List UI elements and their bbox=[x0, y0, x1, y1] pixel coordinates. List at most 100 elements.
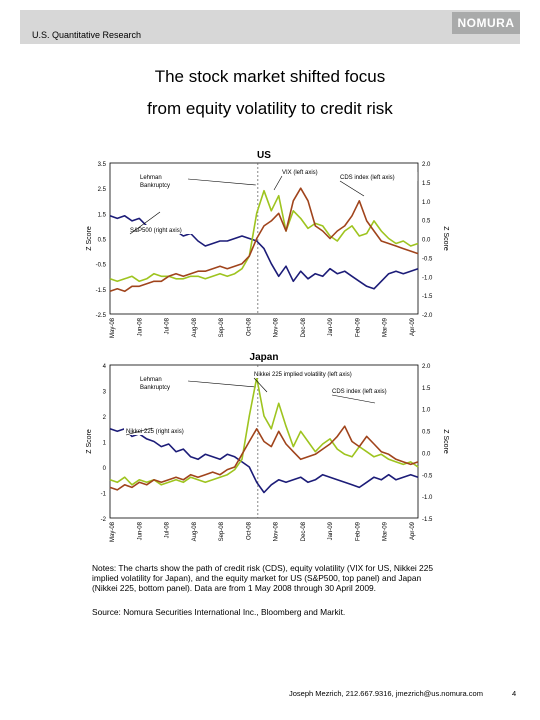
series-annotation: VIX (left axis) bbox=[282, 170, 318, 176]
series-line bbox=[109, 189, 419, 283]
x-tick-label: Aug-08 bbox=[192, 317, 198, 337]
annotation-bg bbox=[330, 386, 410, 395]
annotation-pointer bbox=[339, 180, 365, 197]
x-tick-label: Mar-09 bbox=[383, 317, 389, 337]
event-label: Lehman Bankruptcy bbox=[140, 377, 170, 391]
annotation-pointer bbox=[129, 211, 161, 235]
x-tick-label: Feb-09 bbox=[355, 317, 361, 337]
y-tick-label: -1 bbox=[101, 492, 107, 498]
logo-text: NOMURA bbox=[457, 16, 515, 30]
series-annotation: CDS index (left axis) bbox=[332, 389, 387, 395]
y-tick-label: 3 bbox=[103, 390, 107, 396]
y-right-tick-label: 1.0 bbox=[422, 200, 431, 206]
x-tick-label: Oct-08 bbox=[246, 317, 252, 336]
y-tick-label: 2.5 bbox=[98, 187, 107, 193]
event-label-line: Bankruptcy bbox=[140, 385, 170, 391]
x-tick-label: Dec-08 bbox=[301, 317, 307, 337]
y-right-tick-label: 2.0 bbox=[422, 364, 431, 370]
x-tick-label: Jan-09 bbox=[328, 521, 334, 540]
y-right-tick-label: -2.0 bbox=[422, 313, 433, 319]
series-line bbox=[109, 376, 419, 486]
series-annotation: Nikkei 225 implied volatility (left axis… bbox=[254, 372, 352, 378]
y-tick-label: 3.5 bbox=[98, 162, 107, 168]
y-right-tick-label: 0.5 bbox=[422, 430, 431, 436]
y-tick-label: 0.5 bbox=[98, 238, 107, 244]
x-tick-label: Jul-08 bbox=[165, 317, 171, 334]
y-right-tick-label: 0.0 bbox=[422, 238, 431, 244]
series-line bbox=[109, 425, 419, 491]
header-bar bbox=[20, 10, 520, 44]
page-title-line1: The stock market shifted focus bbox=[154, 67, 386, 86]
japan-chart: Japan 4 3 2 1 0 -1 -2 2.0 1.5 1.0 0.5 0.0 -0.5 -1.0 -1.… bbox=[86, 352, 449, 542]
y-tick-label: 4 bbox=[103, 364, 107, 370]
footer-contact: Joseph Mezrich, 212.667.9316, jmezrich@u… bbox=[289, 689, 483, 698]
y-right-tick-label: 0.5 bbox=[422, 219, 431, 225]
series-line bbox=[109, 187, 419, 293]
x-tick-label: Dec-08 bbox=[301, 521, 307, 541]
annotation-bg bbox=[252, 369, 404, 378]
y-right-axis-label: Z Score bbox=[442, 226, 449, 251]
annotation-pointer bbox=[125, 427, 153, 436]
event-label: Lehman Bankruptcy bbox=[140, 175, 170, 189]
x-tick-label: Apr-09 bbox=[410, 521, 416, 540]
y-right-tick-label: 1.5 bbox=[422, 386, 431, 392]
x-tick-label: May-08 bbox=[110, 317, 116, 338]
y-axis-label: Z Score bbox=[86, 226, 93, 251]
x-tick-label: Sep-08 bbox=[219, 521, 225, 541]
x-tick-label: Jul-08 bbox=[165, 521, 171, 538]
x-tick-label: Mar-09 bbox=[383, 521, 389, 541]
y-right-tick-label: 2.0 bbox=[422, 162, 431, 168]
y-tick-label: 2 bbox=[103, 415, 107, 421]
annotation-bg bbox=[124, 426, 211, 435]
x-tick-label: Nov-08 bbox=[274, 521, 280, 541]
x-tick-label: Apr-09 bbox=[410, 317, 416, 336]
annotation-pointer bbox=[253, 377, 268, 393]
y-tick-label: -2.5 bbox=[96, 313, 107, 319]
x-tick-label: May-08 bbox=[110, 521, 116, 542]
annotation-bg bbox=[280, 167, 338, 176]
y-tick-label: 1 bbox=[103, 441, 107, 447]
nomura-logo: NOMURA bbox=[452, 12, 520, 34]
y-right-tick-label: -0.5 bbox=[422, 473, 433, 479]
x-tick-label: Jun-08 bbox=[137, 521, 143, 540]
us-chart: US 3.5 2.5 1.5 0.5 -0.5 -1.5 -2.5 2.0 1.5 1.0 0.5 0.… bbox=[86, 150, 449, 338]
y-tick-label: -2 bbox=[101, 517, 107, 523]
y-tick-label: 0 bbox=[103, 466, 107, 472]
x-tick-label: Aug-08 bbox=[192, 521, 198, 541]
x-tick-label: Nov-08 bbox=[274, 317, 280, 337]
x-tick-label: Sep-08 bbox=[219, 317, 225, 337]
annotation-bg bbox=[128, 225, 201, 234]
y-right-tick-label: 0.0 bbox=[422, 451, 431, 457]
x-tick-label: Feb-09 bbox=[355, 521, 361, 541]
header-title: U.S. Quantitative Research bbox=[32, 30, 142, 40]
y-right-tick-label: 1.0 bbox=[422, 408, 431, 414]
y-right-tick-label: -1.5 bbox=[422, 517, 433, 523]
annotation-bg bbox=[338, 172, 418, 181]
event-label-line: Bankruptcy bbox=[140, 183, 170, 189]
event-pointer bbox=[187, 178, 256, 186]
chart-source: Source: Nomura Securities International … bbox=[92, 607, 346, 617]
y-tick-label: 1.5 bbox=[98, 212, 107, 218]
y-right-axis-label: Z Score bbox=[442, 429, 449, 454]
event-pointer bbox=[187, 380, 256, 388]
chart-title: Japan bbox=[250, 352, 279, 363]
y-right-tick-label: 1.5 bbox=[422, 181, 431, 187]
chart-notes: Notes: The charts show the path of credi… bbox=[92, 563, 434, 593]
annotation-pointer bbox=[331, 394, 376, 404]
y-right-tick-label: -1.0 bbox=[422, 275, 433, 281]
x-tick-label: Jan-09 bbox=[328, 317, 334, 336]
page-number: 4 bbox=[512, 689, 517, 698]
y-right-tick-label: -1.5 bbox=[422, 294, 433, 300]
event-label-line: Lehman bbox=[140, 175, 162, 181]
event-label-line: Lehman bbox=[140, 377, 162, 383]
y-tick-label: -0.5 bbox=[96, 263, 107, 269]
y-axis-label: Z Score bbox=[86, 429, 93, 454]
y-tick-label: -1.5 bbox=[96, 288, 107, 294]
page-title-line2: from equity volatility to credit risk bbox=[147, 99, 393, 118]
y-right-tick-label: -0.5 bbox=[422, 256, 433, 262]
plot-frame bbox=[109, 364, 419, 519]
x-tick-label: Oct-08 bbox=[246, 521, 252, 540]
plot-frame bbox=[109, 162, 419, 315]
series-annotation: CDS index (left axis) bbox=[340, 175, 395, 181]
x-tick-label: Jun-08 bbox=[137, 317, 143, 336]
